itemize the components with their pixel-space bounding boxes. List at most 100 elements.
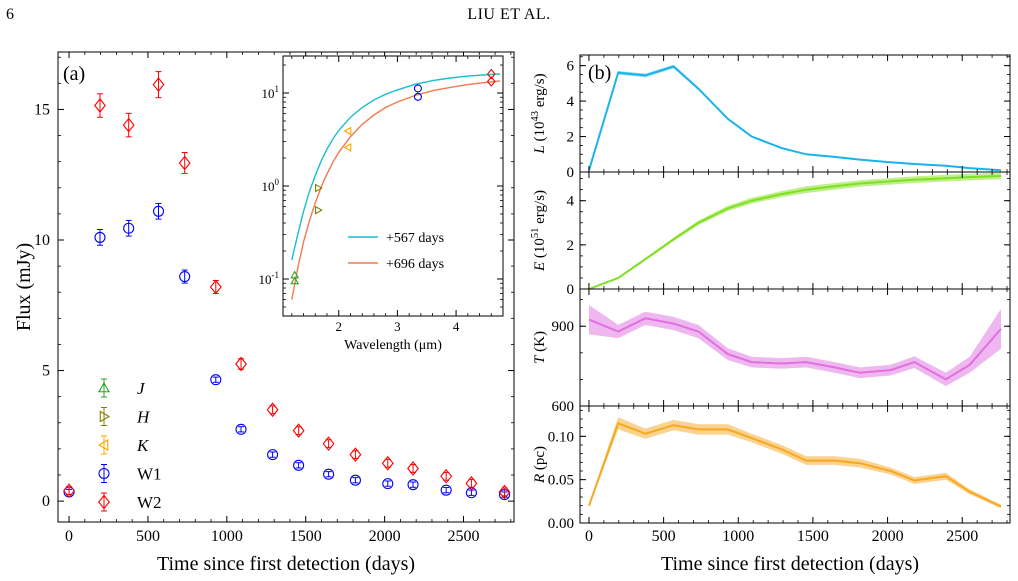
series-line-1 [588,175,1002,290]
inset-legend-label: +696 days [386,257,444,272]
running-head: LIU ET AL. [467,6,551,23]
point-W1 [152,205,165,217]
point-W2 [498,484,511,500]
page-number: 6 [6,6,14,23]
uncertainty-band-3 [589,417,1001,509]
tick-exponent: 0 [275,177,280,187]
tick-exponent: 1 [275,84,280,94]
y-axis-label-1-symbol: E [532,262,548,272]
y-axis-label-1: E (1051 erg/s) [530,190,548,272]
point-W2 [94,98,106,113]
inset-point-K [343,142,352,152]
tick-exponent: -1 [272,270,280,280]
point-W1 [235,423,247,435]
point-W1 [407,479,419,491]
y-axis-label-2-symbol: T [532,354,548,364]
point-W2 [381,455,394,471]
uncertainty-band-2 [589,305,1001,387]
y-tick-label: 0 [42,493,50,510]
legend-label: H [136,408,151,427]
inset-point-J [290,276,300,285]
point-W2 [465,475,478,491]
y-tick-label: 0.05 [548,473,574,489]
point-W2 [63,483,76,499]
legend-marker-W2 [98,494,110,510]
legend-label: W2 [137,493,162,512]
point-W1 [210,374,222,386]
y-axis-label-3-symbol: R [532,474,548,484]
y-axis-label-1-part: (10 [532,238,548,262]
panel-label-b: (b) [588,62,611,84]
x-axis-label-a: Time since first detection (days) [157,553,415,575]
panel-label-a: (a) [63,63,85,85]
series-line-2 [588,317,1002,381]
tick-base: 10 [262,86,275,101]
point-W2 [292,423,305,438]
y-tick-label: 2 [567,130,575,146]
point-W2 [152,77,165,93]
uncertainty-band-0 [589,64,1001,172]
subplot-0: 0 2 4 6 L (1043 erg/s) [530,54,1011,181]
point-W2 [322,436,335,452]
y-axis-label-0: L (1043 erg/s) [530,73,548,154]
x-tick-label: 2000 [872,528,904,545]
x-tick-label: 500 [136,528,160,545]
legend-marker-J [98,381,110,393]
x-tick-label: 1000 [211,528,243,545]
y-axis-label-0-sup: 43 [530,111,541,122]
x-tick-label: 2000 [369,528,401,545]
series-line-0 [588,65,1002,172]
point-W2 [266,402,279,418]
point-W1 [440,484,452,496]
inset-point-W1 [413,92,422,101]
tick-base: 10 [262,179,275,194]
y-tick-label: 0 [567,165,575,181]
point-W2 [235,356,247,372]
y-axis-label-3: R (pc) [532,446,548,484]
inset-x-tick-label: 4 [453,319,460,334]
x-tick-label: 1500 [290,528,322,545]
legend-marker-W1 [98,467,110,480]
legend-label: W1 [137,465,162,484]
uncertainty-band-1 [589,172,1001,290]
y-tick-label: 900 [552,319,575,335]
y-axis-label-2: T (K) [532,331,548,364]
y-tick-label: 4 [567,194,575,210]
subplot-1: 0 2 4 E (1051 erg/s) [530,171,1011,298]
y-tick-label: 2 [567,238,575,254]
y-tick-label: 0.10 [548,429,574,445]
inset-x-tick-label: 2 [335,319,342,334]
y-axis-label-1-after: erg/s) [532,190,548,228]
x-tick-label: 0 [585,528,593,545]
inset-y-tick-label: 101 [262,84,280,101]
x-tick-label: 2500 [448,528,480,545]
y-axis-label-3-part: (pc) [532,446,548,474]
point-W2 [209,279,222,295]
inset-background [283,56,503,316]
inset-x-tick-label: 3 [394,319,401,334]
point-W1 [123,222,135,234]
subplot-frame-2 [579,288,1011,407]
x-tick-label: 1000 [722,528,754,545]
inset-curve-0 [291,73,501,261]
x-tick-label: 1500 [797,528,829,545]
point-W1 [94,231,106,243]
legend-marker-K [97,439,109,451]
y-axis-label-0-after: erg/s) [532,73,548,111]
y-axis-label-0-part: (10 [532,122,548,146]
axes-frame-a [57,51,515,523]
inset-x-axis-label: Wavelength (μm) [344,338,442,353]
x-axis-label-b: Time since first detection (days) [661,553,919,575]
y-axis-label-a: Flux (mJy) [13,243,35,331]
y-axis-label-2-part: (K) [532,331,548,356]
y-axis-label-0-symbol: L [532,145,548,154]
point-W1 [323,468,335,480]
page-header: 6 LIU ET AL. [0,0,1018,30]
tick-base: 10 [259,272,272,287]
y-tick-label: 0 [567,282,575,298]
